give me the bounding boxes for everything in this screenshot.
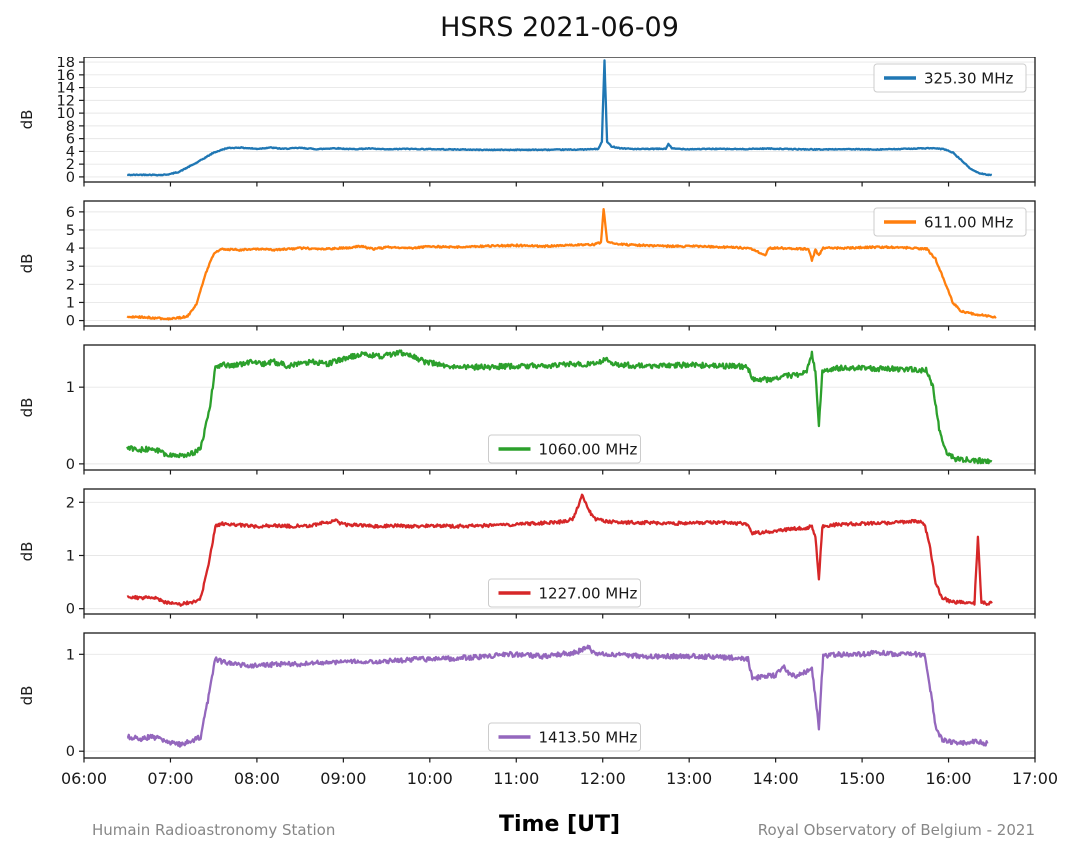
legend-box (488, 722, 641, 752)
y-tick-label: 2 (66, 157, 75, 173)
legend: 611.00 MHz (873, 207, 1027, 237)
y-tick-label: 6 (66, 205, 75, 221)
y-axis-label: dB (18, 542, 36, 562)
y-tick-label: 4 (66, 144, 75, 160)
x-tick-label: 16:00 (925, 769, 971, 788)
legend: 1413.50 MHz (488, 722, 641, 752)
legend-box (873, 63, 1027, 93)
y-tick-label: 0 (66, 602, 75, 618)
y-tick-label: 6 (66, 132, 75, 148)
x-axis-label: Time [UT] (498, 812, 621, 837)
y-tick-label: 1 (66, 380, 75, 396)
legend-box (873, 207, 1027, 237)
y-tick-label: 18 (57, 57, 75, 71)
series-line-1413-50-MHz (126, 644, 989, 748)
legend-label: 1060.00 MHz (539, 441, 638, 459)
y-tick-label: 3 (66, 259, 75, 275)
y-tick-label: 0 (66, 314, 75, 330)
y-axis-label: dB (18, 686, 36, 706)
subplot-611-00-MHz: 0 1 2 3 4 5 6 dB 611.00 MHz (18, 200, 1036, 331)
y-tick-label: 16 (57, 68, 75, 84)
axes-border (83, 344, 1036, 471)
legend-box (488, 578, 641, 608)
y-tick-label: 2 (66, 277, 75, 293)
legend: 1227.00 MHz (488, 578, 641, 608)
axes-border (83, 57, 1036, 183)
y-axis-label: dB (18, 254, 36, 274)
x-tick-label: 13:00 (666, 769, 712, 788)
series-line-1227-00-MHz (126, 493, 993, 607)
y-tick-label: 14 (57, 81, 75, 97)
x-tick-label: 10:00 (407, 769, 453, 788)
y-tick-label: 2 (66, 495, 75, 511)
axes-border (83, 200, 1036, 327)
footer-station-label: Humain Radioastronomy Station (92, 821, 336, 839)
legend: 1060.00 MHz (488, 434, 641, 464)
legend-label: 1413.50 MHz (539, 729, 638, 747)
y-tick-label: 0 (66, 457, 75, 473)
legend-label: 325.30 MHz (924, 70, 1013, 88)
x-tick-label: 07:00 (147, 769, 193, 788)
y-tick-label: 1 (66, 647, 75, 663)
subplot-1413-50-MHz: 0 1 dB 1413.50 MHz (18, 632, 1036, 763)
footer-credit-label: Royal Observatory of Belgium - 2021 (757, 821, 1035, 839)
y-tick-label: 12 (57, 93, 75, 109)
chart-title: HSRS 2021-06-09 (440, 12, 679, 43)
series-line-325-30-MHz (126, 59, 993, 177)
x-tick-label: 09:00 (320, 769, 366, 788)
y-tick-label: 0 (66, 744, 75, 760)
axes-border (83, 632, 1036, 759)
x-tick-label: 08:00 (234, 769, 280, 788)
x-tick-label: 17:00 (1012, 769, 1058, 788)
legend: 325.30 MHz (873, 63, 1027, 93)
y-tick-label: 8 (66, 119, 75, 135)
legend-label: 1227.00 MHz (539, 585, 638, 603)
series-line-611-00-MHz (126, 207, 997, 321)
y-tick-label: 5 (66, 223, 75, 239)
y-tick-label: 1 (66, 295, 75, 311)
subplot-1060-00-MHz: 0 1 dB 1060.00 MHz (18, 344, 1036, 475)
x-tick-label: 06:00 (61, 769, 107, 788)
footer: Humain Radioastronomy Station Time [UT] … (84, 808, 1035, 853)
y-tick-label: 1 (66, 548, 75, 564)
y-axis-label: dB (18, 110, 36, 130)
legend-label: 611.00 MHz (924, 214, 1013, 232)
x-tick-label: 14:00 (753, 769, 799, 788)
x-tick-label: 12:00 (580, 769, 626, 788)
x-tick-label: 15:00 (839, 769, 885, 788)
x-tick-label: 11:00 (493, 769, 539, 788)
legend-box (488, 434, 641, 464)
y-tick-label: 0 (66, 170, 75, 186)
y-tick-label: 4 (66, 241, 75, 257)
y-tick-label: 10 (57, 106, 75, 122)
subplot-1227-00-MHz: 0 1 2 dB 1227.00 MHz (18, 488, 1036, 619)
series-line-1060-00-MHz (126, 349, 993, 465)
axes-border (83, 488, 1036, 615)
y-axis-label: dB (18, 398, 36, 418)
